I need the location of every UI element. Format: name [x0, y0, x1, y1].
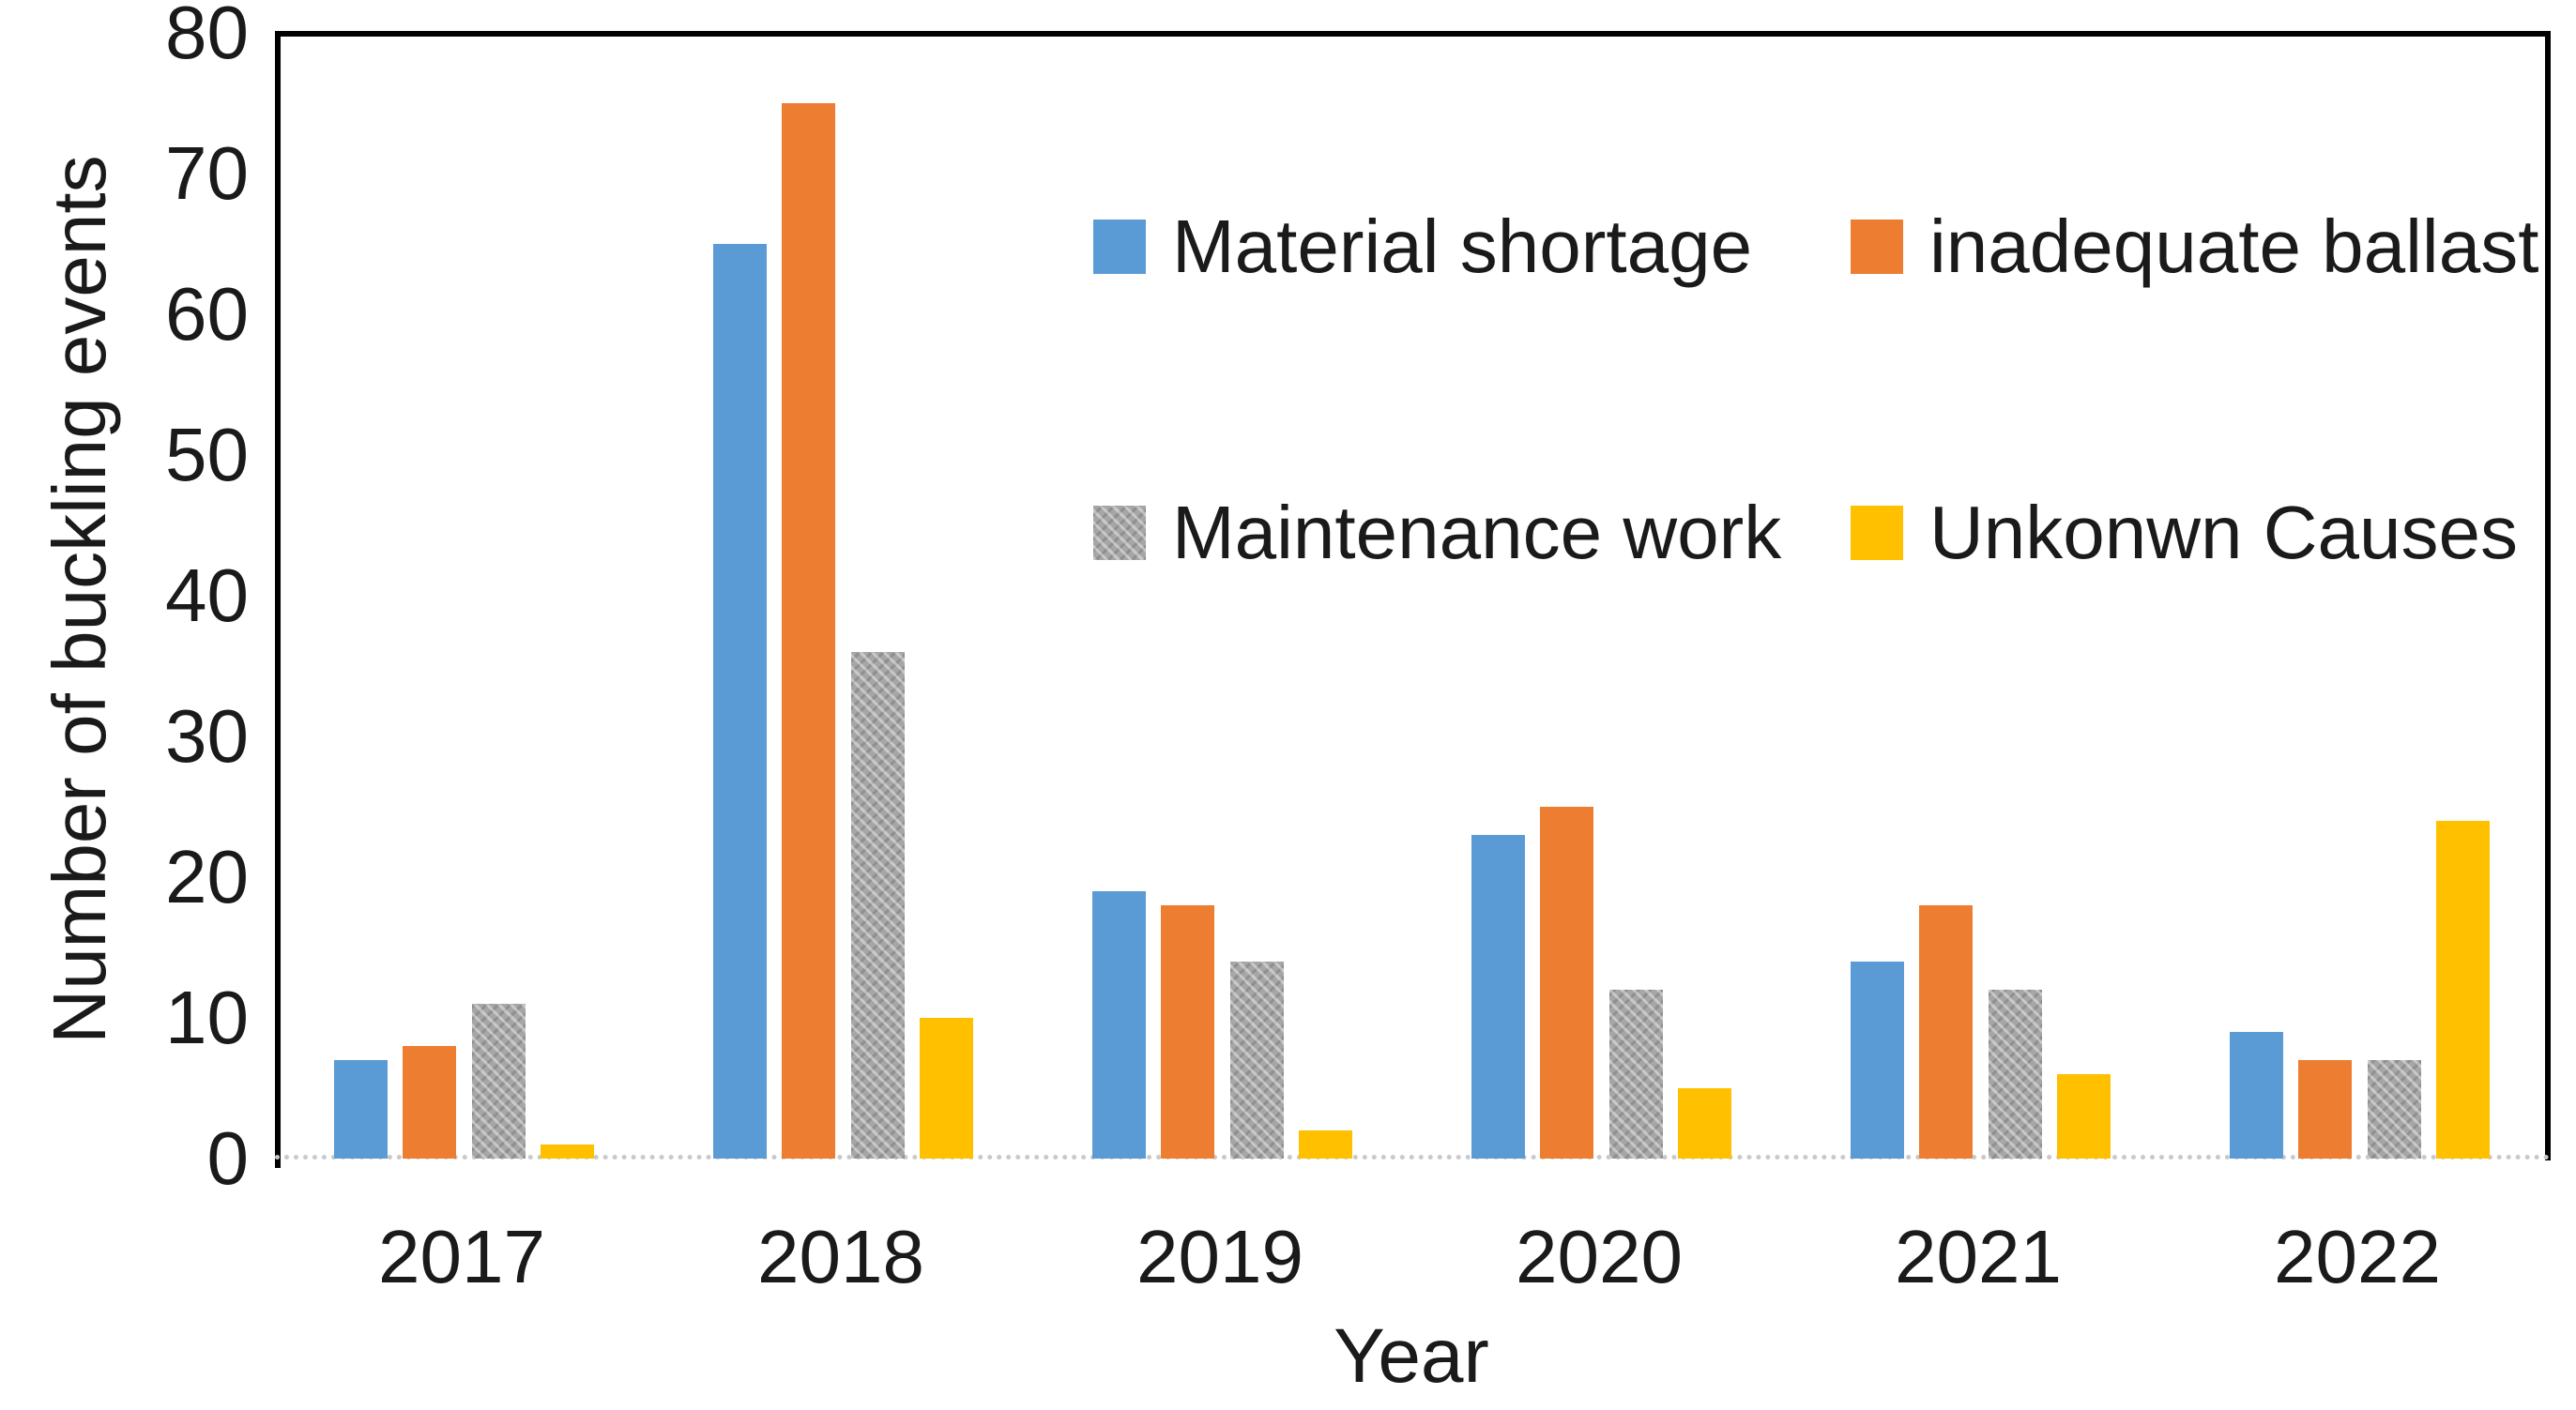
legend-entry-unkonwn-causes: Unkonwn Causes: [1851, 488, 2518, 578]
bar-2020-material-shortage: [1471, 835, 1525, 1159]
x-axis-line: [275, 1155, 2551, 1160]
y-tick-label-50: 50: [165, 413, 249, 496]
y-tick-label-80: 80: [165, 0, 249, 74]
bar-2017-material-shortage: [334, 1060, 388, 1159]
y-tick-label-60: 60: [165, 272, 249, 356]
bar-2019-material-shortage: [1092, 891, 1146, 1159]
bar-2021-inadequate-ballast: [1919, 905, 1974, 1159]
y-tick-label-20: 20: [165, 835, 249, 918]
bar-2017-inadequate-ballast: [403, 1046, 457, 1159]
bar-2018-material-shortage: [713, 244, 767, 1159]
plot-border-top: [275, 31, 2551, 37]
legend-entry-material-shortage: Material shortage: [1093, 202, 1752, 292]
x-tick-label-2020: 2020: [1516, 1215, 1683, 1298]
bar-2017-maintenance-work: [471, 1004, 526, 1159]
x-axis-title: Year: [1334, 1313, 1489, 1399]
bar-2017-unkonwn-causes: [541, 1145, 595, 1159]
legend-swatch-inadequate-ballast: [1851, 220, 1903, 274]
bar-2019-unkonwn-causes: [1299, 1130, 1353, 1159]
bar-2021-unkonwn-causes: [2057, 1074, 2111, 1159]
legend-label-unkonwn-causes: Unkonwn Causes: [1929, 491, 2518, 574]
bar-2018-unkonwn-causes: [920, 1018, 974, 1159]
y-tick-label-0: 0: [206, 1116, 250, 1200]
plot-border-right: [2545, 31, 2551, 1160]
legend-label-maintenance-work: Maintenance work: [1172, 491, 1782, 574]
y-tick-label-10: 10: [165, 976, 249, 1059]
legend-swatch-material-shortage: [1093, 220, 1146, 274]
bar-2022-maintenance-work: [2367, 1060, 2421, 1159]
y-tick-label-70: 70: [165, 131, 249, 215]
y-axis-line: [275, 31, 281, 1168]
y-tick-label-30: 30: [165, 694, 249, 778]
bar-2021-material-shortage: [1851, 962, 1904, 1159]
x-tick-label-2022: 2022: [2274, 1215, 2441, 1298]
bar-2022-inadequate-ballast: [2298, 1060, 2353, 1159]
legend-label-material-shortage: Material shortage: [1172, 205, 1753, 288]
x-tick-label-2019: 2019: [1136, 1215, 1303, 1298]
bar-2019-maintenance-work: [1229, 962, 1284, 1159]
legend-entry-inadequate-ballast: inadequate ballast: [1851, 202, 2538, 292]
bar-2018-maintenance-work: [850, 652, 905, 1159]
x-tick-label-2017: 2017: [378, 1215, 545, 1298]
bar-2022-material-shortage: [2230, 1032, 2283, 1159]
bar-2020-inadequate-ballast: [1540, 807, 1594, 1159]
legend-label-inadequate-ballast: inadequate ballast: [1929, 205, 2539, 288]
bar-2018-inadequate-ballast: [782, 103, 836, 1159]
bar-2020-maintenance-work: [1608, 990, 1663, 1159]
legend-swatch-maintenance-work: [1093, 506, 1146, 560]
x-tick-label-2018: 2018: [757, 1215, 924, 1298]
legend-swatch-unkonwn-causes: [1851, 506, 1903, 560]
legend-entry-maintenance-work: Maintenance work: [1093, 488, 1781, 578]
y-tick-label-40: 40: [165, 553, 249, 637]
plot-area: Material shortage inadequate ballast Maint…: [275, 33, 2549, 1159]
bar-2019-inadequate-ballast: [1161, 905, 1215, 1159]
bar-2022-unkonwn-causes: [2436, 821, 2491, 1159]
x-tick-label-2021: 2021: [1895, 1215, 2062, 1298]
bar-2020-unkonwn-causes: [1678, 1088, 1732, 1159]
bar-2021-maintenance-work: [1988, 990, 2042, 1159]
